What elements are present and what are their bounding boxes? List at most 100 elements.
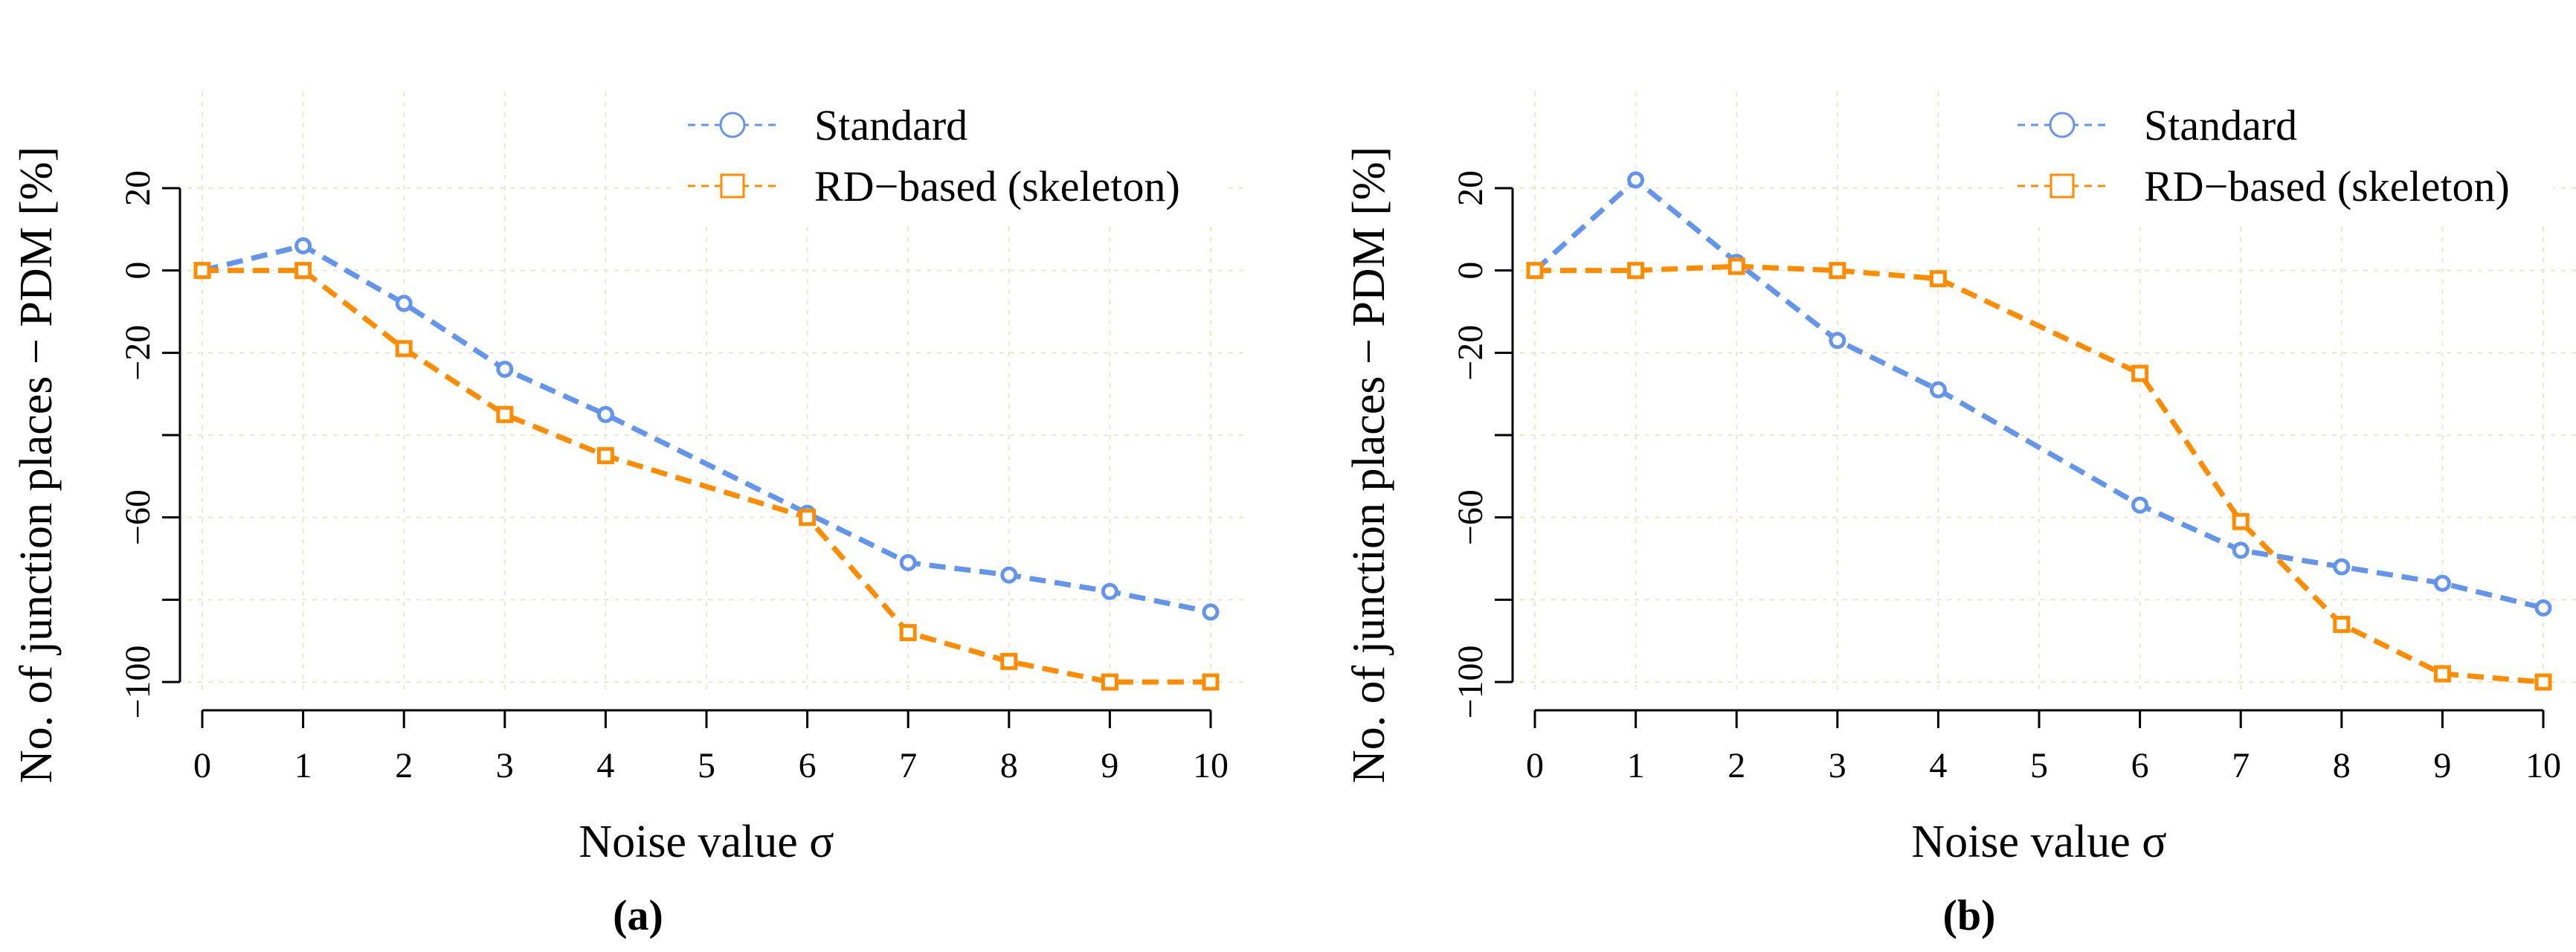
x-tick-label: 9 [2433, 746, 2451, 785]
chart-panel-b: 0 1 2 3 4 5 6 7 8 9 10 20 0 −20 −60 −100 Noise value σ No… [1344, 88, 2576, 939]
y-tick-label: −20 [1451, 325, 1490, 381]
data-point [596, 405, 614, 423]
y-axis: 20 0 −20 −60 −100 [118, 170, 181, 719]
data-point [395, 295, 413, 312]
series-line [1535, 263, 2544, 685]
x-tick-label: 6 [799, 746, 817, 785]
x-tick-label: 0 [1526, 746, 1544, 785]
legend-marker-square-icon [2049, 173, 2075, 199]
legend-item: Standard [2018, 101, 2297, 149]
y-tick-label: −100 [1451, 645, 1490, 718]
x-tick-label: 2 [395, 746, 413, 785]
legend: Standard RD−based (skeleton) [2003, 88, 2553, 222]
y-axis-title: No. of junction places − PDM [%] [1344, 147, 1394, 783]
series-rd-based [193, 262, 1220, 691]
legend-marker-circle-icon [719, 112, 746, 138]
legend: Standard RD−based (skeleton) [673, 88, 1223, 222]
x-axis-title: Noise value σ [579, 817, 834, 867]
x-tick-label: 7 [2232, 746, 2250, 785]
x-tick-label: 9 [1101, 746, 1118, 785]
x-tick-label: 10 [1193, 746, 1229, 785]
data-point [2232, 512, 2250, 530]
data-point [1202, 603, 1220, 621]
chart-panel-a: 0 1 2 3 4 5 6 7 8 9 10 20 0 −20 −60 −100 Noise value σ No… [11, 88, 1248, 939]
x-axis: 0 1 2 3 4 5 6 7 8 9 10 [1526, 709, 2561, 785]
legend-label: RD−based (skeleton) [2144, 162, 2510, 210]
legend-label: Standard [2144, 101, 2297, 149]
data-point [1000, 652, 1018, 670]
data-point [2333, 616, 2351, 634]
legend-item: RD−based (skeleton) [688, 162, 1180, 210]
y-tick-label: −60 [118, 489, 158, 545]
x-tick-label: 8 [1000, 746, 1018, 785]
data-point [496, 360, 514, 378]
y-tick-label: −60 [1451, 489, 1490, 545]
data-point [1829, 262, 1846, 280]
data-point [1000, 566, 1018, 584]
data-point [1526, 262, 1544, 280]
x-tick-label: 4 [596, 746, 614, 785]
series-line [202, 242, 1211, 615]
y-tick-label: 0 [118, 262, 158, 280]
data-point [799, 509, 817, 527]
data-point [899, 554, 917, 572]
y-tick-label: 20 [1451, 170, 1490, 206]
data-point [2333, 558, 2351, 576]
data-point [1627, 171, 1645, 189]
data-point [294, 262, 312, 280]
y-tick-label: −20 [118, 325, 158, 381]
x-tick-label: 2 [1727, 746, 1745, 785]
x-tick-label: 1 [294, 746, 312, 785]
data-point [1202, 673, 1220, 691]
data-point [2433, 574, 2451, 592]
x-tick-label: 4 [1929, 746, 1947, 785]
x-tick-label: 1 [1627, 746, 1645, 785]
data-point [1627, 262, 1645, 280]
y-tick-label: −100 [118, 645, 158, 718]
series-rd-based [1526, 257, 2552, 691]
data-point [2534, 673, 2552, 691]
legend-item: Standard [688, 101, 967, 149]
y-tick-label: 0 [1451, 262, 1490, 280]
data-point [395, 340, 413, 358]
x-tick-label: 3 [496, 746, 514, 785]
data-point [2131, 496, 2149, 514]
data-point [2131, 364, 2149, 382]
series-line [1533, 177, 2544, 611]
x-tick-label: 7 [899, 746, 917, 785]
data-point [2534, 599, 2552, 617]
x-tick-label: 0 [193, 746, 211, 785]
x-tick-label: 8 [2333, 746, 2351, 785]
x-tick-label: 5 [698, 746, 715, 785]
x-axis-title: Noise value σ [1911, 817, 2166, 867]
data-point [1101, 582, 1118, 600]
legend-background [673, 88, 1223, 222]
legend-marker-circle-icon [2049, 112, 2076, 138]
x-tick-label: 10 [2525, 746, 2561, 785]
legend-label: Standard [814, 101, 967, 149]
data-point [596, 447, 614, 465]
data-point [1727, 257, 1745, 275]
data-point [2232, 541, 2250, 559]
x-axis: 0 1 2 3 4 5 6 7 8 9 10 [193, 709, 1229, 785]
legend-background [2003, 88, 2553, 222]
data-point [496, 405, 514, 423]
data-point [2433, 665, 2451, 683]
data-point [1101, 673, 1118, 691]
y-axis: 20 0 −20 −60 −100 [1451, 170, 1514, 719]
data-point [899, 624, 917, 642]
panel-label: (b) [1943, 891, 1996, 939]
legend-item: RD−based (skeleton) [2018, 162, 2510, 210]
x-tick-label: 6 [2131, 746, 2149, 785]
legend-marker-square-icon [720, 173, 745, 199]
panel-label: (a) [613, 891, 663, 939]
x-tick-label: 5 [2030, 746, 2048, 785]
legend-label: RD−based (skeleton) [814, 162, 1180, 210]
y-tick-label: 20 [118, 170, 158, 206]
y-axis-title: No. of junction places − PDM [%] [11, 147, 62, 783]
data-point [193, 262, 211, 280]
series-line [202, 268, 1211, 685]
data-point [1829, 332, 1846, 350]
data-point [1929, 270, 1947, 288]
